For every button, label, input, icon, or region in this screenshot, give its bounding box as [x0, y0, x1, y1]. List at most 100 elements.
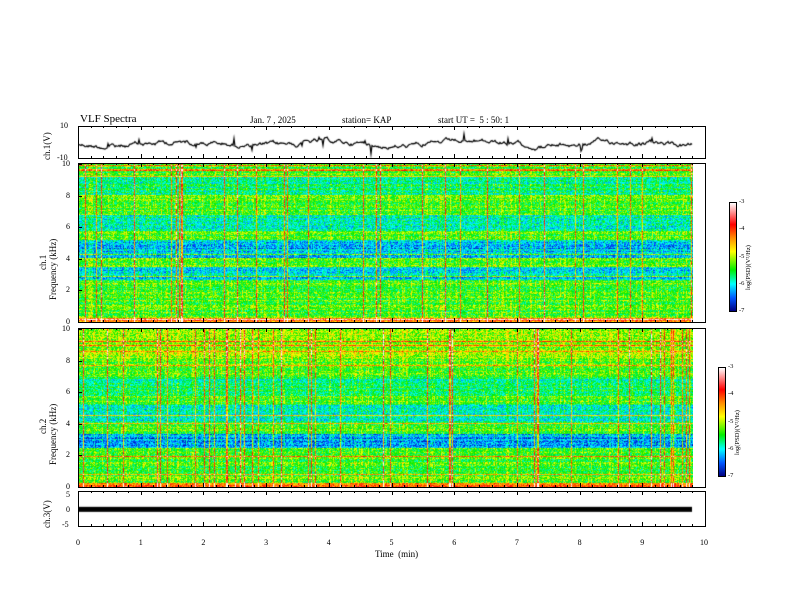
- x-tick-mark: [466, 126, 468, 128]
- ch2-cbar-tick: -3: [728, 363, 734, 370]
- ch3-ytick: 0: [66, 505, 70, 514]
- x-tick-mark: [554, 320, 556, 322]
- x-tick-mark: [140, 154, 142, 158]
- x-tick-mark: [266, 154, 268, 158]
- x-tick-mark: [165, 320, 167, 322]
- x-tick-mark: [153, 320, 155, 322]
- x-tick-mark: [479, 485, 481, 487]
- x-tick-mark: [504, 163, 506, 165]
- x-tick-mark: [454, 318, 456, 322]
- x-tick-mark: [705, 522, 706, 526]
- x-tick-mark: [466, 328, 468, 330]
- x-tick-mark: [153, 524, 155, 526]
- x-tick-mark: [241, 126, 243, 128]
- ch1-spectrogram-panel: [78, 163, 706, 323]
- ch1-spec-ylabel-freq: Frequency (kHz): [48, 238, 58, 300]
- ch1-cbar-tick: -7: [739, 307, 745, 314]
- x-tick-mark: [228, 491, 230, 493]
- x-tick-mark: [454, 126, 456, 130]
- x-tick-mark: [592, 328, 594, 330]
- x-tick-mark: [303, 126, 305, 128]
- x-tick-mark: [228, 163, 230, 165]
- x-tick-mark: [241, 328, 243, 330]
- x-tick-mark: [140, 318, 142, 322]
- x-tick-mark: [541, 126, 543, 128]
- x-tick-mark: [278, 485, 280, 487]
- x-tick-mark: [579, 126, 581, 130]
- x-tick-mark: [228, 156, 230, 158]
- x-tick-mark: [692, 126, 694, 128]
- x-tick-mark: [291, 328, 293, 330]
- x-tick-mark: [654, 320, 656, 322]
- x-tick-mark: [178, 485, 180, 487]
- x-tick-mark: [153, 328, 155, 330]
- x-tick-mark: [190, 524, 192, 526]
- x-tick-mark: [529, 163, 531, 165]
- x-tick-mark: [491, 328, 493, 330]
- x-tick-mark: [667, 485, 669, 487]
- x-tick-mark: [667, 328, 669, 330]
- x-tick-mark: [341, 156, 343, 158]
- ch3-waveform-ylabel: ch.3(V): [42, 500, 52, 528]
- x-tick-mark: [629, 524, 631, 526]
- x-tick-label: 6: [452, 538, 457, 547]
- x-tick-mark: [592, 156, 594, 158]
- x-tick-mark: [567, 524, 569, 526]
- x-tick-mark: [366, 156, 368, 158]
- x-tick-mark: [316, 485, 318, 487]
- x-tick-mark: [203, 126, 205, 130]
- freq-tick-label: 0: [66, 317, 70, 326]
- x-tick-mark: [667, 163, 669, 165]
- x-tick-mark: [78, 483, 79, 487]
- x-tick-mark: [90, 328, 92, 330]
- x-tick-mark: [341, 320, 343, 322]
- x-tick-mark: [617, 485, 619, 487]
- x-tick-mark: [604, 320, 606, 322]
- x-tick-mark: [153, 163, 155, 165]
- x-tick-mark: [328, 522, 330, 526]
- x-tick-mark: [378, 156, 380, 158]
- x-tick-mark: [115, 320, 117, 322]
- x-tick-mark: [291, 156, 293, 158]
- x-tick-mark: [291, 320, 293, 322]
- x-tick-mark: [303, 485, 305, 487]
- x-tick-mark: [592, 524, 594, 526]
- x-tick-mark: [516, 163, 518, 167]
- x-tick-mark: [491, 156, 493, 158]
- x-tick-mark: [278, 524, 280, 526]
- x-tick-mark: [604, 491, 606, 493]
- x-axis-label: Time (min): [375, 549, 419, 559]
- x-tick-mark: [328, 163, 330, 167]
- start-time-label: start UT = 5 : 50: 1: [438, 115, 510, 125]
- x-tick-mark: [679, 491, 681, 493]
- x-tick-mark: [642, 154, 644, 158]
- x-tick-mark: [90, 163, 92, 165]
- date-label: Jan. 7 , 2025: [250, 115, 296, 125]
- x-tick-mark: [140, 163, 142, 167]
- freq-tick-label: 10: [62, 324, 70, 333]
- x-tick-mark: [642, 522, 644, 526]
- x-tick-mark: [391, 522, 393, 526]
- ch1-waveform-panel: [78, 126, 706, 159]
- freq-tick-label: 0: [66, 482, 70, 491]
- x-tick-mark: [328, 126, 330, 130]
- x-tick-mark: [140, 483, 142, 487]
- x-tick-mark: [266, 328, 268, 332]
- x-tick-mark: [491, 320, 493, 322]
- x-tick-mark: [190, 328, 192, 330]
- x-tick-mark: [579, 163, 581, 167]
- x-tick-mark: [429, 491, 431, 493]
- x-tick-mark: [479, 163, 481, 165]
- x-tick-mark: [504, 485, 506, 487]
- x-tick-mark: [103, 491, 105, 493]
- x-tick-mark: [416, 491, 418, 493]
- ch1-ytick-bottom: -10: [57, 153, 68, 162]
- x-tick-mark: [366, 126, 368, 128]
- freq-tick-label: 2: [66, 450, 70, 460]
- x-tick-mark: [378, 491, 380, 493]
- x-tick-mark: [441, 328, 443, 330]
- x-tick-mark: [466, 524, 468, 526]
- x-tick-mark: [567, 156, 569, 158]
- x-tick-mark: [692, 163, 694, 165]
- x-tick-mark: [604, 126, 606, 128]
